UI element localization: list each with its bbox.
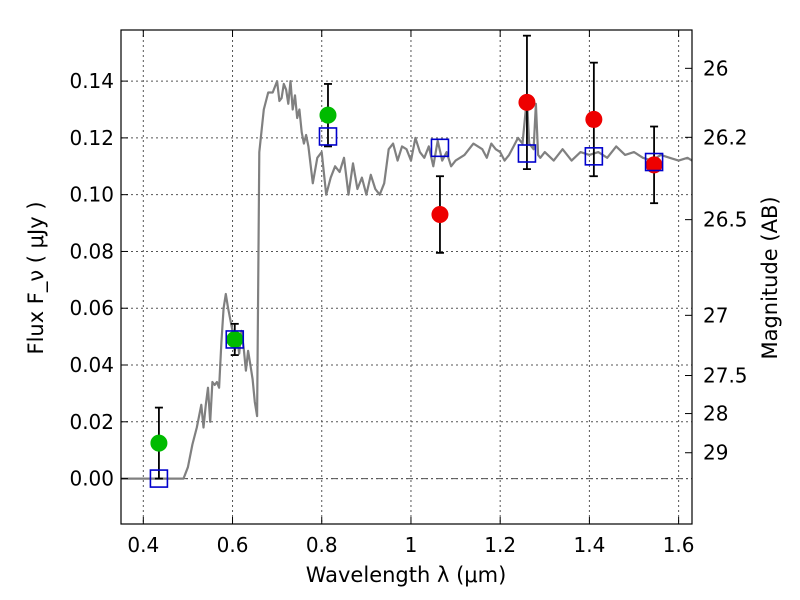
x-axis-label: Wavelength λ (μm)	[306, 563, 507, 587]
model-box	[149, 469, 169, 488]
template-spectrum	[121, 80, 693, 480]
observed-point-red	[585, 110, 603, 128]
x-tick-label: 1	[405, 533, 418, 557]
x-tick-label: 0.6	[217, 533, 249, 557]
y2-tick-label: 26.2	[703, 125, 748, 149]
y-tick-label: 0.00	[69, 467, 114, 491]
y2-tick-label: 27	[703, 303, 728, 327]
observed-point-red	[431, 206, 449, 224]
y-tick-label: 0.06	[69, 296, 114, 320]
x-tick-label: 0.8	[306, 533, 338, 557]
y2-tick-label: 26.5	[703, 208, 748, 232]
observed-point-red	[518, 93, 536, 111]
x-tick-label: 0.4	[127, 533, 159, 557]
observed-point-green	[226, 330, 244, 348]
model-box	[517, 144, 537, 163]
x-axis: 0.4 0.6 0.8 1 1.2 1.4 1.6	[127, 30, 695, 557]
model-box	[318, 127, 338, 146]
model-boxes	[149, 127, 664, 488]
model-box	[430, 138, 450, 158]
y-tick-label: 0.10	[69, 183, 114, 207]
y2-tick-label: 29	[703, 441, 728, 465]
model-box	[644, 152, 664, 172]
y2-tick-label: 28	[703, 402, 728, 426]
y2-axis-label: Magnitude (AB)	[758, 196, 782, 359]
y-tick-label: 0.12	[69, 126, 114, 150]
x-tick-label: 1.2	[484, 533, 516, 557]
model-box	[584, 147, 604, 166]
y2-tick-label: 27.5	[703, 364, 748, 388]
x-tick-label: 1.6	[663, 533, 695, 557]
y-tick-label: 0.02	[69, 410, 114, 434]
model-box	[225, 330, 245, 349]
plot-frame	[120, 29, 693, 525]
y-axis-label: Flux F_ν ( μJy )	[24, 201, 49, 354]
y2-tick-label: 26	[703, 56, 728, 80]
y-axis: 0.00 0.02 0.04 0.06 0.08 0.10 0.12 0.14	[69, 69, 128, 491]
y-tick-label: 0.14	[69, 69, 114, 93]
error-bars	[154, 34, 659, 480]
observed-point-green	[319, 106, 337, 124]
y-tick-label: 0.08	[69, 239, 114, 263]
template-spectrum-line	[121, 80, 693, 480]
y-tick-label: 0.04	[69, 353, 114, 377]
x-tick-label: 1.4	[573, 533, 605, 557]
grid	[121, 30, 692, 524]
observed-points	[150, 93, 663, 452]
y2-axis: 26 26.2 26.5 27 27.5 28 29	[685, 56, 748, 465]
observed-point-green	[150, 434, 168, 452]
